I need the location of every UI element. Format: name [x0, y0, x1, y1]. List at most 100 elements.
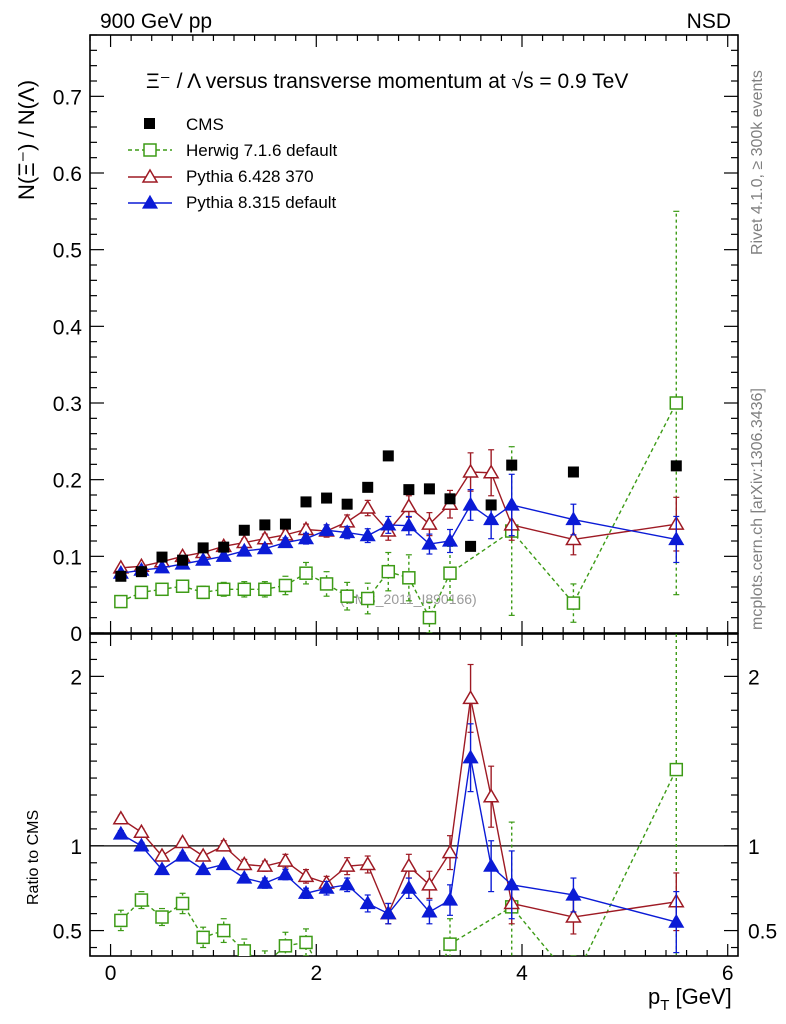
pythia8-ratio-point [339, 876, 356, 891]
ratio-y-tick-label: 1 [70, 836, 82, 859]
corner-left-label: 900 GeV pp [100, 10, 212, 33]
cms-point [341, 498, 353, 510]
pythia8-ratio-point [359, 895, 376, 910]
herwig-point [258, 582, 272, 597]
plot-title: Ξ⁻ / Λ versus transverse momentum at √s … [146, 70, 628, 93]
pythia6-line [120, 471, 677, 569]
cms-point [444, 493, 456, 505]
herwig-point [422, 610, 437, 625]
pythia6-ratio-point [256, 857, 274, 872]
x-axis-label-sub: T [660, 997, 669, 1014]
pythia8-point [318, 522, 335, 536]
pythia8-point [483, 511, 500, 526]
herwig-ratio-point [175, 896, 190, 911]
ratio-y-axis-label: Ratio to CMS [25, 810, 42, 905]
y-tick-label: 0.3 [53, 393, 82, 416]
plot-title-prefix: Ξ⁻ / Λ versus transverse momentum at [146, 70, 512, 93]
pythia8-point [256, 540, 273, 555]
cms-point [177, 554, 189, 566]
plot-title-sqrt: √s [512, 70, 534, 93]
pythia6-ratio-point [462, 689, 479, 705]
pythia8-point [441, 532, 459, 547]
pythia6-ratio-point [235, 855, 253, 871]
pythia8-ratio-point [565, 886, 582, 901]
herwig-point [278, 578, 293, 593]
herwig-ratio-point [259, 958, 271, 970]
pythia8-point [339, 524, 356, 539]
legend-label-pythia6: Pythia 6.428 370 [186, 167, 314, 186]
herwig-point [402, 571, 416, 585]
pythia8-point [380, 516, 397, 531]
pythia8-ratio-point [236, 869, 253, 884]
pythia6-ratio-point [133, 823, 150, 839]
herwig-point [114, 594, 128, 609]
pythia8-point [668, 531, 685, 546]
pythia8-ratio-point [153, 861, 171, 876]
pythia8-ratio-point [380, 905, 397, 920]
cms-point [382, 450, 394, 462]
cms-point [465, 540, 477, 552]
pythia6-ratio-point [338, 857, 356, 872]
cms-point [321, 492, 333, 504]
herwig-point [319, 577, 334, 591]
herwig-point [134, 585, 149, 600]
axes-group: 0 2 4 6 0 0.1 0.2 0.3 0.4 0.5 0.6 0.7 0.5 0.5 1 1 2 2 [53, 34, 777, 985]
pythia8-ratio-point [421, 903, 438, 918]
herwig-point [443, 566, 457, 580]
main-plot-frame [89, 34, 739, 634]
pythia6-point [421, 515, 438, 530]
cms-point [362, 481, 374, 493]
cms-point [156, 551, 168, 563]
pythia6-point [565, 530, 582, 546]
pythia8-point [565, 511, 582, 526]
pythia8-point [503, 496, 520, 511]
herwig-ratio-point [567, 975, 579, 987]
main-series-group [112, 210, 685, 633]
herwig-ratio-point [321, 975, 333, 987]
pythia8-point [421, 535, 438, 550]
cms-point [197, 542, 209, 554]
herwig-ratio-point [278, 939, 293, 953]
pythia8-ratio-point [133, 837, 150, 852]
cms-point [238, 524, 250, 536]
herwig-point [299, 566, 313, 580]
y-tick-label: 0.6 [53, 163, 82, 186]
x-axis-label-unit: [GeV] [669, 984, 731, 1009]
pythia8-point [195, 551, 212, 566]
herwig-point [155, 582, 169, 597]
pythia8-ratio-point [256, 874, 273, 889]
pythia8-ratio-point [400, 880, 417, 894]
herwig-point [216, 582, 231, 597]
pythia8-ratio-point [483, 857, 500, 872]
herwig-ratio-point [669, 762, 684, 777]
pythia6-point [400, 498, 418, 513]
pythia8-ratio-point [195, 861, 212, 876]
cms-point [567, 466, 579, 478]
herwig-ratio-point [155, 910, 169, 924]
pythia6-ratio-point [400, 857, 418, 872]
herwig-line [120, 402, 677, 620]
legend-label-cms: CMS [186, 115, 224, 134]
herwig-point [566, 596, 581, 610]
herwig-ratio-point [341, 984, 353, 996]
pythia6-point [359, 499, 377, 514]
pythia6-ratio-point [297, 867, 315, 883]
pythia6-ratio-point [565, 908, 582, 923]
herwig-point [196, 585, 210, 600]
herwig-ratio-point [299, 935, 313, 950]
legend-label-pythia8: Pythia 8.315 default [186, 193, 337, 212]
y-tick-label: 0.7 [53, 86, 82, 109]
pythia6-ratio-line [120, 698, 677, 918]
pythia8-line [120, 503, 677, 574]
herwig-point [175, 579, 190, 593]
cms-point [670, 460, 682, 472]
y-axis-label: N(Ξ⁻) / N(Λ) [14, 80, 39, 200]
cms-point [300, 496, 312, 508]
pythia8-point [215, 548, 232, 562]
pythia8-ratio-point [112, 825, 129, 840]
ratio-y-tick-label: 2 [748, 666, 760, 689]
x-tick-label: 0 [105, 962, 117, 985]
cms-point [485, 499, 497, 511]
ratio-y-tick-label: 2 [70, 666, 82, 689]
